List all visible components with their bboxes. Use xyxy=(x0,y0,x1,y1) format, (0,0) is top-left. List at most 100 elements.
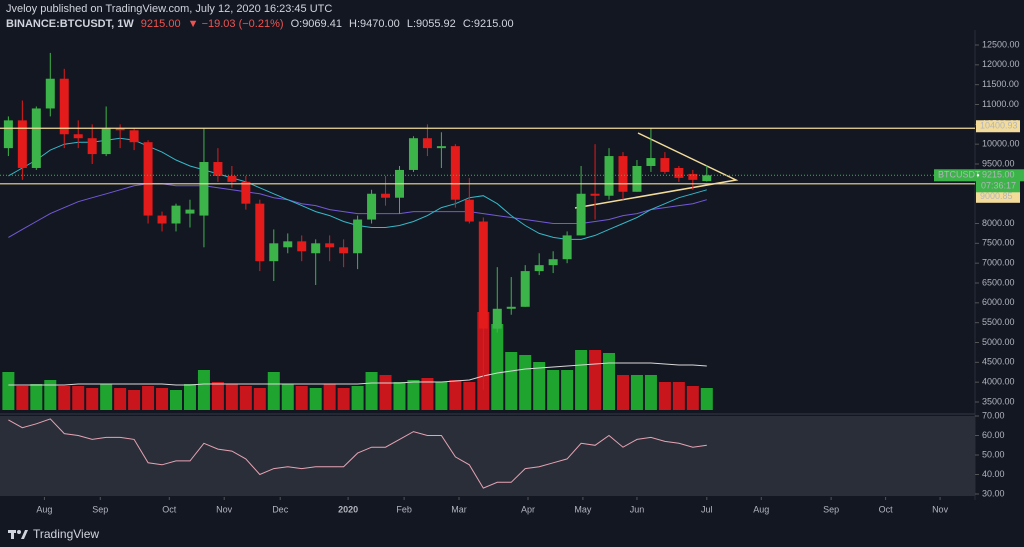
candle-body xyxy=(506,306,516,309)
level-label: 9000.85 xyxy=(980,191,1013,201)
candle-body xyxy=(646,158,656,166)
candle-body xyxy=(325,243,335,248)
x-tick-label: Nov xyxy=(216,504,233,514)
x-tick-label: Feb xyxy=(396,504,412,514)
candle-body xyxy=(702,175,712,182)
candle-body xyxy=(255,203,265,262)
volume-bar xyxy=(505,352,518,410)
candle-body xyxy=(688,173,698,180)
candle-body xyxy=(492,308,502,329)
x-tick-label: May xyxy=(574,504,592,514)
y-tick-label: 3500.00 xyxy=(982,396,1015,406)
candle-body xyxy=(59,78,69,135)
x-tick-label: Jul xyxy=(701,504,713,514)
volume-bar xyxy=(323,384,336,410)
volume-bar xyxy=(295,386,308,410)
candle-body xyxy=(339,247,349,254)
candle-body xyxy=(297,241,307,252)
volume-bar xyxy=(644,375,657,410)
candle-body xyxy=(548,259,558,266)
footer: TradingView xyxy=(8,527,99,541)
volume-bar xyxy=(603,353,616,410)
candle-body xyxy=(171,205,181,224)
x-tick-label: Oct xyxy=(879,504,894,514)
x-tick-label: Dec xyxy=(272,504,289,514)
triangle-drawing xyxy=(574,132,739,209)
last-price: 9215.00 xyxy=(140,18,181,30)
candle-body xyxy=(660,158,670,172)
y-tick-label: 4000.00 xyxy=(982,377,1015,387)
y-tick-label: 10000.00 xyxy=(982,139,1020,149)
price-symbol: BTCUSDT xyxy=(938,170,981,180)
y-tick-label: 5000.00 xyxy=(982,337,1015,347)
countdown-box xyxy=(976,180,1020,193)
x-tick-label: Aug xyxy=(753,504,769,514)
volume-bar xyxy=(616,375,629,410)
price-dot xyxy=(976,174,980,177)
rsi-tick-label: 40.00 xyxy=(982,469,1005,479)
candle-body xyxy=(45,78,55,109)
y-tick-label: 6000.00 xyxy=(982,297,1015,307)
symbol: BINANCE:BTCUSDT, 1W xyxy=(6,18,134,30)
volume-bar xyxy=(309,388,322,410)
x-tick-label: Sep xyxy=(92,504,108,514)
candle-body xyxy=(269,243,279,262)
volume-bar xyxy=(686,386,699,410)
candle-body xyxy=(408,138,418,170)
symbol-line: BINANCE:BTCUSDT, 1W 9215.00 ▼ −19.03 (−0… xyxy=(6,17,518,32)
volume-bar xyxy=(547,370,560,410)
ohlc-close: C:9215.00 xyxy=(462,18,514,30)
candle-body xyxy=(311,243,321,254)
x-tick-label: Nov xyxy=(932,504,949,514)
volume-bar xyxy=(211,382,224,410)
candle-body xyxy=(534,265,544,272)
candle-body xyxy=(674,167,684,178)
candle-body xyxy=(478,221,488,329)
x-tick-label: Sep xyxy=(823,504,839,514)
candle-body xyxy=(213,162,223,176)
candle-body xyxy=(241,181,251,204)
rsi-tick-label: 30.00 xyxy=(982,488,1005,498)
volume-bar xyxy=(225,384,238,410)
candle-body xyxy=(590,193,600,196)
candle-body xyxy=(17,120,27,168)
volume-bar xyxy=(197,370,210,410)
candle-body xyxy=(143,142,153,216)
candle-body xyxy=(101,128,111,155)
logo xyxy=(8,530,28,539)
volume-bar xyxy=(589,350,602,410)
volume-bar xyxy=(114,388,127,410)
volume-bar xyxy=(463,382,476,410)
rsi-pane xyxy=(0,416,975,496)
candle-body xyxy=(632,165,642,192)
header: Jveloy published on TradingView.com, Jul… xyxy=(6,2,518,32)
level-label-box xyxy=(976,190,1020,203)
candle-body xyxy=(87,138,97,155)
rsi-tick-label: 50.00 xyxy=(982,449,1005,459)
volume-bar xyxy=(156,388,169,410)
volume-bar xyxy=(379,375,392,410)
volume-bar xyxy=(170,390,183,410)
volume-bar xyxy=(72,386,85,410)
level-label-box xyxy=(976,120,1020,133)
y-tick-label: 7000.00 xyxy=(982,258,1015,268)
volume-bar xyxy=(267,372,280,410)
x-tick-label: Aug xyxy=(36,504,52,514)
volume-bar xyxy=(533,362,546,410)
candle-body xyxy=(604,156,614,196)
price-label: 9215.00 xyxy=(982,170,1015,180)
change: ▼ −19.03 (−0.21%) xyxy=(187,18,284,30)
candle-body xyxy=(73,134,83,139)
candle-body xyxy=(381,193,391,198)
volume-bar xyxy=(700,388,713,410)
ohlc-open: O:9069.41 xyxy=(290,18,342,30)
y-tick-label: 9500.00 xyxy=(982,158,1015,168)
y-tick-label: 12000.00 xyxy=(982,59,1020,69)
countdown: 07:36:17 xyxy=(981,181,1016,191)
ohlc-low: L:9055.92 xyxy=(406,18,456,30)
volume-bar xyxy=(128,390,141,410)
volume-bar xyxy=(183,384,196,410)
volume-bar xyxy=(239,386,252,410)
